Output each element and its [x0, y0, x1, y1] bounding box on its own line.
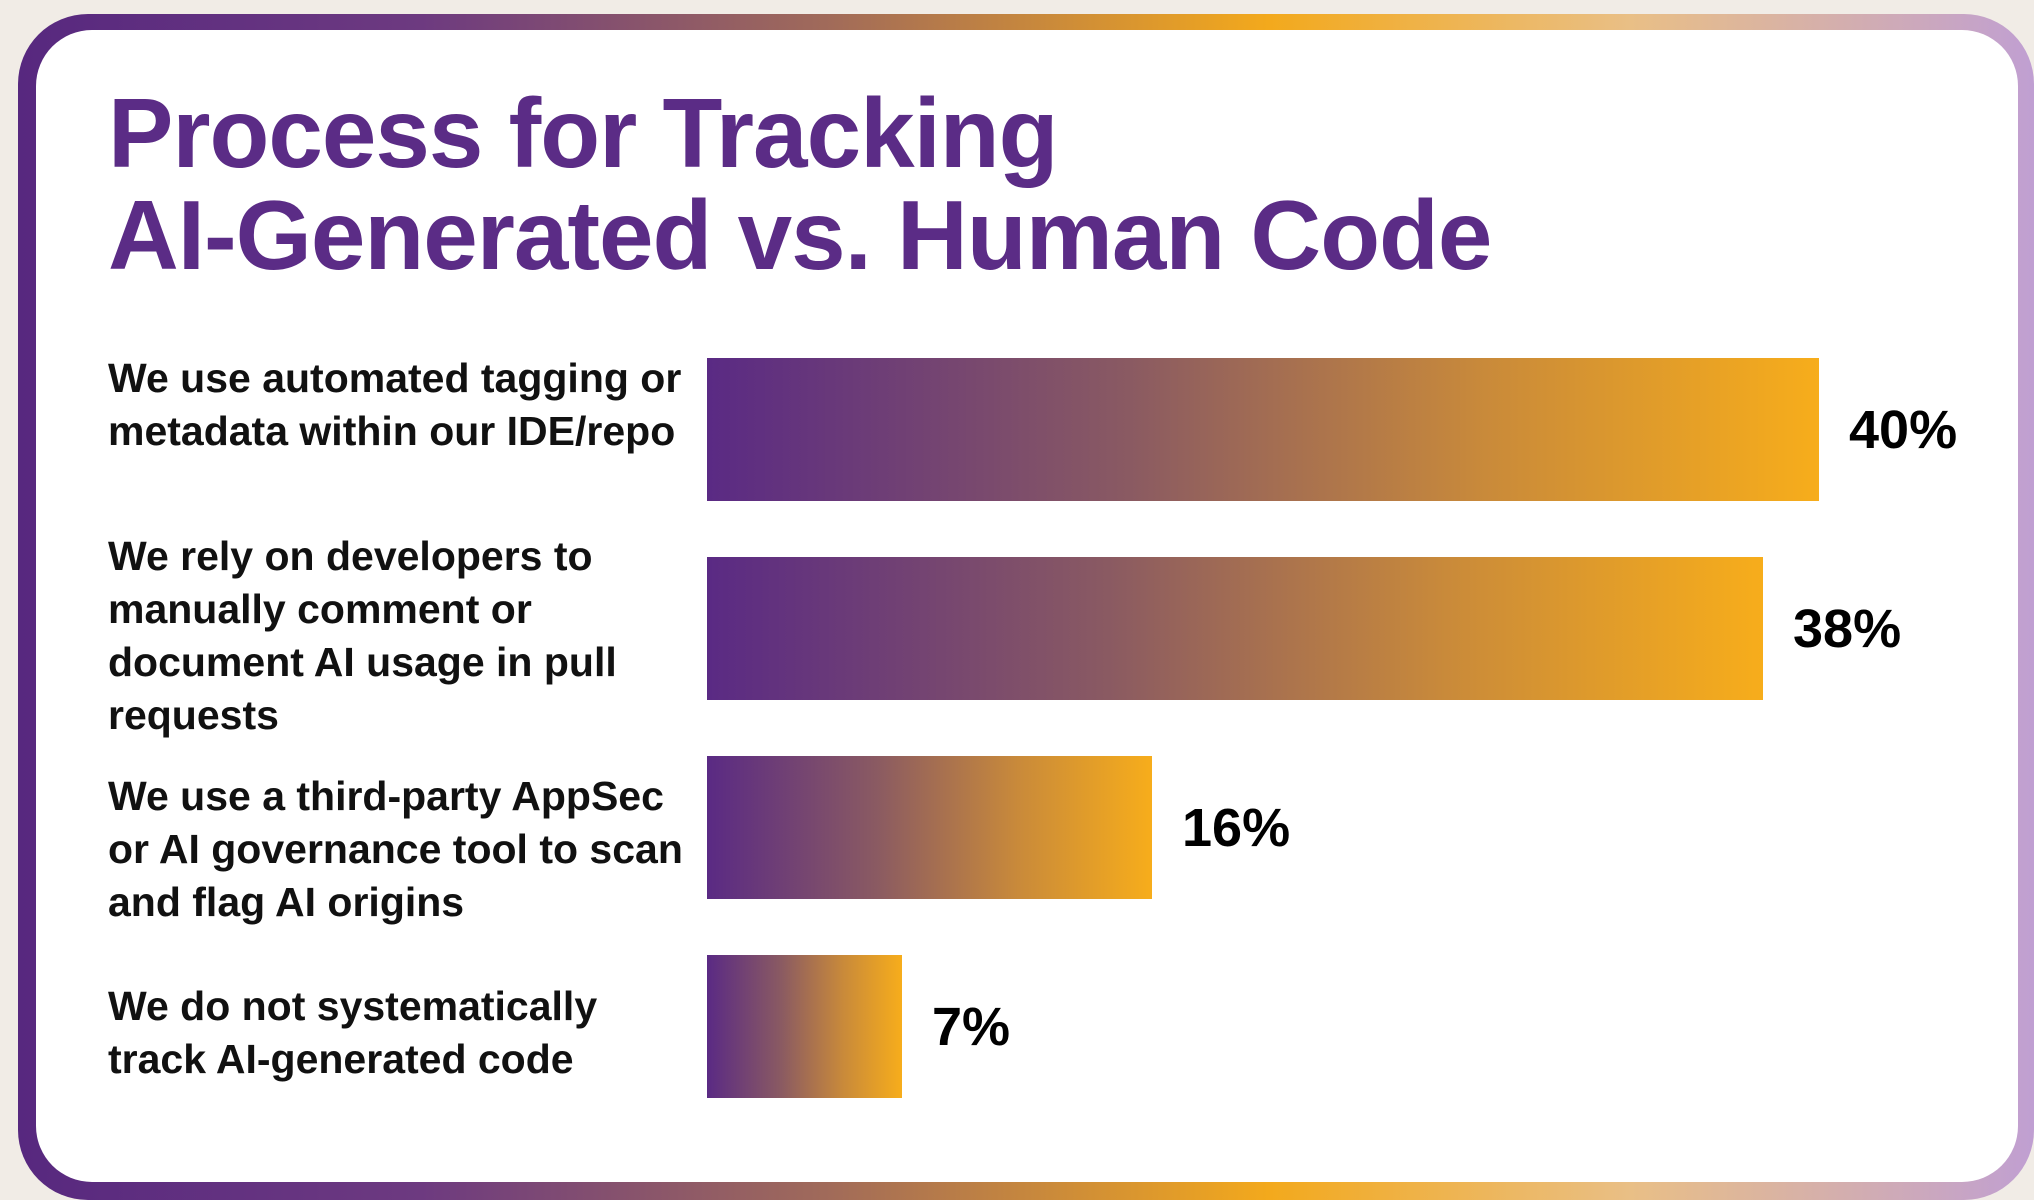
bar: [707, 557, 1763, 700]
bar: [707, 358, 1819, 501]
value-label: 16%: [1182, 797, 1291, 858]
value-label: 38%: [1793, 598, 1902, 659]
category-label: We use a third-party AppSec or AI govern…: [108, 773, 683, 925]
value-label: 7%: [932, 996, 1011, 1057]
chart-title-line-2: AI-Generated vs. Human Code: [108, 180, 1492, 290]
value-label: 40%: [1849, 399, 1958, 460]
category-label: We rely on developers to manually commen…: [108, 533, 617, 738]
chart-title: Process for Tracking AI-Generated vs. Hu…: [108, 78, 1492, 290]
category-label: We do not systematically track AI-genera…: [108, 983, 598, 1082]
bar: [707, 955, 902, 1098]
chart-title-line-1: Process for Tracking: [108, 78, 1059, 188]
bar: [707, 756, 1152, 899]
category-label: We use automated tagging or metadata wit…: [108, 355, 682, 454]
